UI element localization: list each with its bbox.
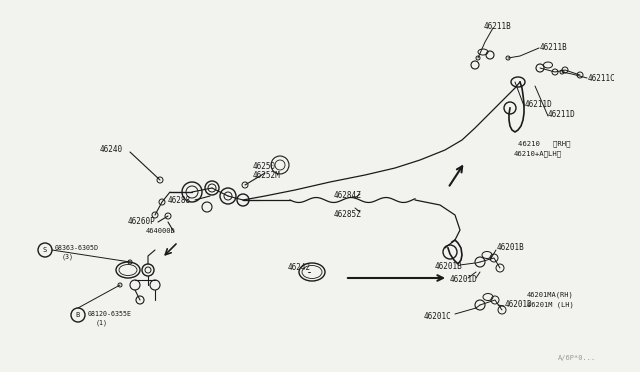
Text: 46211D: 46211D (525, 100, 553, 109)
Text: 46201B: 46201B (497, 243, 525, 252)
Text: 46201D: 46201D (505, 300, 532, 309)
Text: 46211B: 46211B (484, 22, 512, 31)
Text: 46242: 46242 (288, 263, 311, 272)
Text: B: B (76, 312, 80, 318)
Text: 46288: 46288 (168, 196, 191, 205)
Text: 08120-6355E: 08120-6355E (88, 311, 132, 317)
Text: 46201M (LH): 46201M (LH) (527, 301, 573, 308)
Text: 46285Z: 46285Z (334, 210, 362, 219)
Text: 46252M: 46252M (253, 171, 281, 180)
Text: 46211B: 46211B (540, 43, 568, 52)
Text: A/6P*0...: A/6P*0... (558, 355, 596, 361)
Text: 46260P: 46260P (128, 217, 156, 226)
Text: 46240: 46240 (100, 145, 123, 154)
Text: 46210   〈RH〉: 46210 〈RH〉 (518, 140, 570, 147)
Text: 46211D: 46211D (548, 110, 576, 119)
Text: 464000D: 464000D (146, 228, 176, 234)
Text: 46201C: 46201C (424, 312, 452, 321)
Text: (3): (3) (62, 253, 74, 260)
Text: 46201B: 46201B (435, 262, 463, 271)
Text: 46211C: 46211C (588, 74, 616, 83)
Text: (1): (1) (96, 319, 108, 326)
Text: 46284Z: 46284Z (334, 191, 362, 200)
Text: 46201D: 46201D (450, 275, 477, 284)
Text: 46250: 46250 (253, 162, 276, 171)
Text: 08363-6305D: 08363-6305D (55, 245, 99, 251)
Text: 46201MA(RH): 46201MA(RH) (527, 292, 573, 298)
Text: S: S (43, 247, 47, 253)
Text: 46210+A〈LH〉: 46210+A〈LH〉 (514, 150, 562, 157)
